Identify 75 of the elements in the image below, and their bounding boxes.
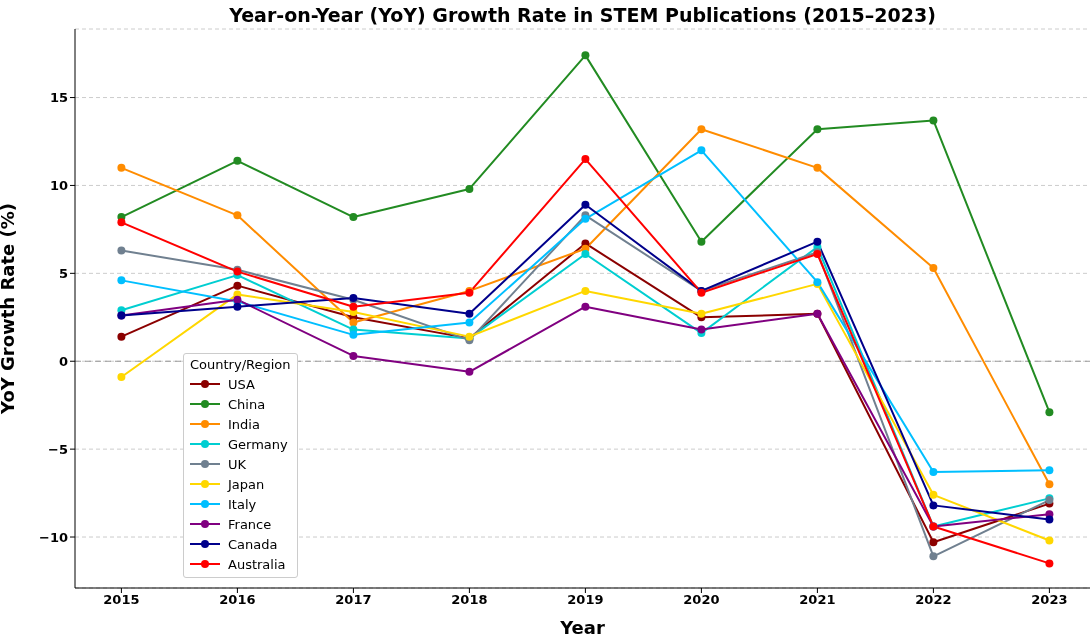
point	[1045, 408, 1054, 417]
point	[813, 163, 822, 172]
point	[581, 250, 590, 259]
point	[1045, 536, 1054, 545]
point	[233, 211, 242, 220]
point	[117, 332, 126, 341]
y-tick-label: 5	[58, 265, 68, 281]
point	[1045, 480, 1054, 489]
point	[929, 264, 938, 273]
point	[465, 309, 474, 318]
point	[697, 237, 706, 246]
point	[349, 302, 358, 311]
point	[581, 302, 590, 311]
point	[117, 163, 126, 172]
legend-label: UK	[228, 456, 247, 472]
point	[349, 351, 358, 360]
point	[581, 51, 590, 60]
y-tick-label: −5	[48, 441, 68, 457]
point	[1045, 515, 1054, 524]
point	[117, 246, 126, 255]
point	[813, 125, 822, 134]
y-tick-label: 0	[58, 353, 68, 369]
point	[929, 116, 938, 125]
point	[349, 213, 358, 222]
x-tick-label: 2015	[103, 592, 140, 608]
legend-label: Australia	[228, 556, 286, 572]
point	[581, 200, 590, 209]
x-tick-label: 2016	[219, 592, 256, 608]
point	[697, 146, 706, 155]
legend-label: Canada	[228, 536, 278, 552]
point	[233, 281, 242, 290]
legend-title: Country/Region	[190, 357, 291, 372]
point	[1045, 559, 1054, 568]
legend-label: Japan	[228, 476, 265, 492]
point	[117, 373, 126, 382]
x-tick-label: 2020	[683, 592, 720, 608]
point	[581, 155, 590, 164]
point	[929, 490, 938, 499]
y-axis-title: YoY Growth Rate (%)	[0, 203, 19, 415]
legend-label: USA	[228, 376, 255, 392]
x-tick-label: 2023	[1031, 592, 1068, 608]
point	[465, 367, 474, 376]
point	[233, 302, 242, 311]
point	[581, 286, 590, 295]
x-tick-label: 2018	[451, 592, 488, 608]
point	[697, 125, 706, 134]
legend-label: Germany	[228, 436, 288, 452]
point	[117, 276, 126, 285]
point	[1045, 466, 1054, 475]
point	[697, 309, 706, 318]
x-tick-label: 2021	[799, 592, 836, 608]
y-tick-label: 15	[49, 90, 68, 106]
point	[929, 467, 938, 476]
point	[349, 318, 358, 327]
point	[117, 218, 126, 227]
legend-label: Italy	[228, 496, 257, 512]
point	[465, 184, 474, 193]
x-axis-title: Year	[559, 617, 605, 634]
y-tick-label: 10	[49, 178, 68, 194]
point	[697, 325, 706, 334]
x-tick-label: 2019	[567, 592, 604, 608]
point	[813, 237, 822, 246]
point	[929, 552, 938, 561]
point	[929, 501, 938, 510]
x-tick-label: 2022	[915, 592, 952, 608]
x-tick-label: 2017	[335, 592, 372, 608]
chart-title: Year-on-Year (YoY) Growth Rate in STEM Publications (2015–2023)	[228, 4, 937, 26]
point	[929, 538, 938, 547]
point	[233, 156, 242, 165]
y-tick-label: −10	[39, 529, 68, 545]
legend-label: France	[228, 516, 272, 532]
legend-label: India	[228, 416, 260, 432]
legend-label: China	[228, 396, 266, 412]
point	[349, 330, 358, 339]
point	[465, 318, 474, 327]
